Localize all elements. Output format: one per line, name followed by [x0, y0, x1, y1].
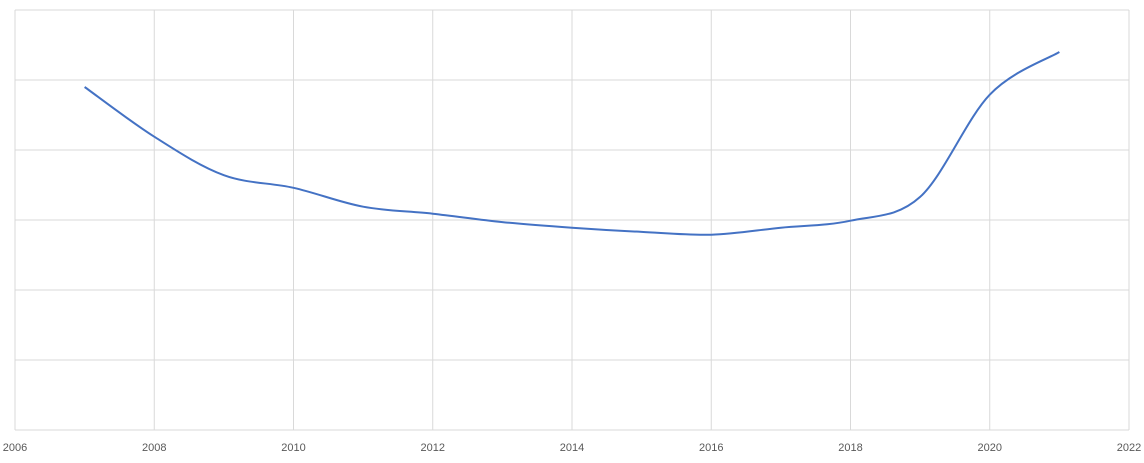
x-tick-label: 2008 — [142, 442, 166, 454]
x-tick-label: 2018 — [838, 442, 862, 454]
x-tick-label: 2010 — [281, 442, 305, 454]
x-tick-label: 2016 — [699, 442, 723, 454]
x-tick-label: 2020 — [978, 442, 1002, 454]
x-tick-label: 2012 — [421, 442, 445, 454]
x-tick-label: 2006 — [3, 442, 27, 454]
x-tick-label: 2022 — [1117, 442, 1141, 454]
x-tick-label: 2014 — [560, 442, 584, 454]
line-series — [84, 51, 1060, 236]
